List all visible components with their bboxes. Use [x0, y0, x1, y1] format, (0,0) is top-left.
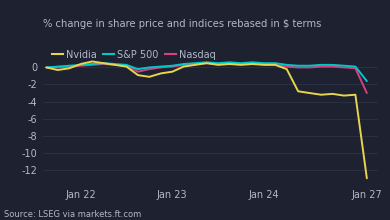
Legend: Nvidia, S&P 500, Nasdaq: Nvidia, S&P 500, Nasdaq	[48, 46, 220, 64]
Text: Source: LSEG via markets.ft.com: Source: LSEG via markets.ft.com	[4, 210, 141, 219]
Text: % change in share price and indices rebased in $ terms: % change in share price and indices reba…	[43, 19, 321, 29]
